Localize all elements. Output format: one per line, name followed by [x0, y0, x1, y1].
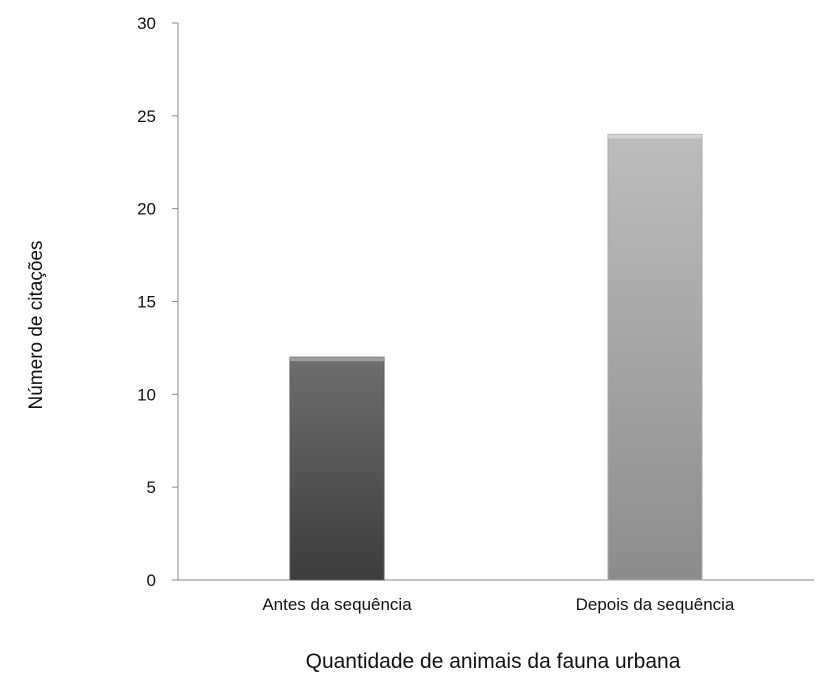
- y-tick-label: 25: [137, 107, 156, 126]
- bars: [289, 133, 703, 581]
- bar-1-highlight: [290, 357, 384, 362]
- y-axis-ticks: 0 5 10 15 20 25 30: [137, 14, 178, 590]
- y-tick-label: 15: [137, 293, 156, 312]
- y-tick-label: 30: [137, 14, 156, 33]
- y-tick-label: 10: [137, 385, 156, 404]
- x-axis-title: Quantidade de animais da fauna urbana: [306, 650, 681, 673]
- bar-2-highlight: [608, 134, 702, 139]
- bar-1: [289, 356, 385, 581]
- y-tick-label: 5: [147, 478, 156, 497]
- plot-area: [177, 23, 814, 581]
- x-axis-categories: Antes da sequência Depois da sequência: [262, 595, 735, 614]
- y-axis-title: Número de citações: [26, 241, 47, 410]
- y-tick-label: 20: [137, 200, 156, 219]
- bar-2: [607, 133, 703, 581]
- x-category-label: Antes da sequência: [262, 595, 412, 614]
- y-tick-label: 0: [147, 571, 156, 590]
- x-category-label: Depois da sequência: [576, 595, 735, 614]
